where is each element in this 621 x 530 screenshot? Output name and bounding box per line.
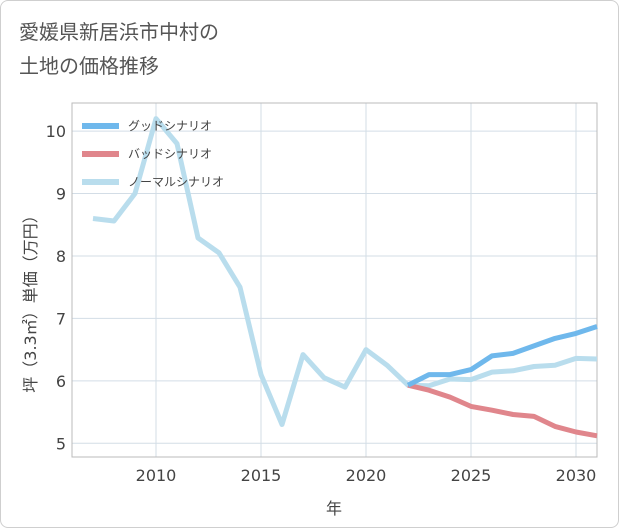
y-tick-label: 6 xyxy=(56,372,66,391)
y-tick-label: 5 xyxy=(56,434,66,453)
series-line-3 xyxy=(92,116,598,427)
x-tick-label: 2025 xyxy=(451,466,492,485)
x-tick-label: 2030 xyxy=(556,466,597,485)
x-axis-label: 年 xyxy=(326,499,342,518)
chart-title: 愛媛県新居浜市中村の 土地の価格推移 xyxy=(19,15,219,83)
tick-labels: 2010 2015 2020 2025 2030 5 6 7 8 9 10 xyxy=(46,122,597,485)
y-tick-label: 9 xyxy=(56,185,66,204)
legend-label: ノーマルシナリオ xyxy=(128,175,224,189)
y-tick-label: 7 xyxy=(56,309,66,328)
grid xyxy=(72,103,597,457)
legend-label: グッドシナリオ xyxy=(128,119,212,133)
series-line-1 xyxy=(406,324,598,388)
chart-title-line-1: 愛媛県新居浜市中村の xyxy=(19,20,219,44)
plot-area-border xyxy=(71,102,598,458)
x-tick-label: 2010 xyxy=(136,466,177,485)
x-tick-label: 2020 xyxy=(346,466,387,485)
legend-label: バッドシナリオ xyxy=(128,147,212,161)
y-tick-label: 10 xyxy=(46,122,66,141)
chart-title-line-2: 土地の価格推移 xyxy=(19,54,159,78)
series-layer xyxy=(92,116,598,439)
y-axis-label: 坪（3.3㎡）単価（万円） xyxy=(21,207,40,392)
x-tick-label: 2015 xyxy=(241,466,282,485)
series-line-2 xyxy=(407,382,598,439)
y-tick-label: 8 xyxy=(56,247,66,266)
